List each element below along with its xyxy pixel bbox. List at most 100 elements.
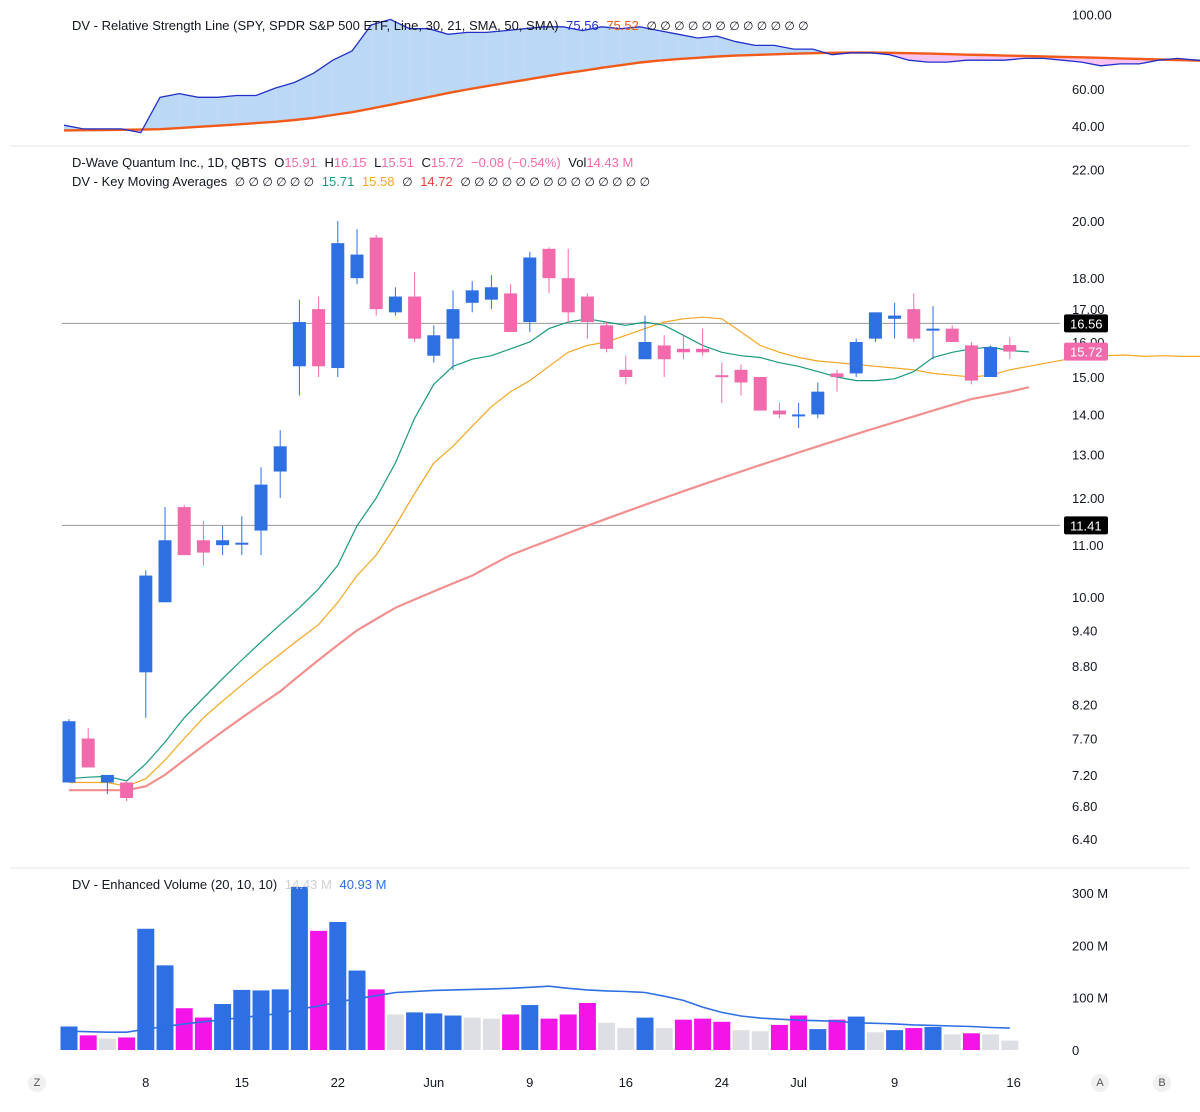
rs-fill-segment	[294, 73, 313, 120]
candle-body	[869, 312, 882, 338]
volume-bar	[157, 965, 174, 1050]
volume-bar	[310, 931, 327, 1050]
volume-bar	[387, 1014, 404, 1050]
price-axis-tick: 10.00	[1072, 590, 1105, 605]
candle-body	[389, 297, 402, 313]
rs-axis-tick: 40.00	[1072, 119, 1105, 134]
auto-scale-button[interactable]: A	[1091, 1074, 1109, 1092]
time-axis-tick: 24	[715, 1075, 729, 1090]
price-axis-tick: 8.20	[1072, 697, 1097, 712]
rs-legend-value-line: 75.56	[566, 18, 599, 33]
rs-legend: DV - Relative Strength Line (SPY, SPDR S…	[72, 18, 813, 33]
candle-body	[351, 255, 364, 279]
close-label: C	[421, 155, 430, 170]
price-label-text: 11.41	[1070, 518, 1102, 533]
candle-body	[907, 309, 920, 338]
candle-body	[235, 543, 248, 545]
candle-body	[370, 238, 383, 310]
open-label: O	[274, 155, 284, 170]
volume-label: Vol	[568, 155, 586, 170]
high-label: H	[325, 155, 334, 170]
volume-axis-tick: 300 M	[1072, 886, 1108, 901]
rs-fill-segment	[179, 94, 198, 129]
candle-body	[696, 349, 709, 352]
candle-body	[504, 293, 517, 332]
price-label-text: 15.72	[1070, 345, 1103, 360]
rs-fill-segment	[582, 27, 601, 71]
candle-body	[159, 540, 172, 602]
candle-body	[888, 316, 901, 319]
ma-empties-a: ∅ ∅ ∅ ∅ ∅ ∅	[235, 175, 314, 189]
volume-bar	[541, 1019, 558, 1050]
candle-body	[312, 309, 325, 366]
candle-body	[197, 540, 210, 552]
rs-axis-tick: 100.00	[1072, 8, 1112, 23]
ma-legend: DV - Key Moving Averages ∅ ∅ ∅ ∅ ∅ ∅ 15.…	[72, 174, 654, 189]
time-axis-tick: 8	[142, 1075, 149, 1090]
volume-bar	[425, 1013, 442, 1050]
candle-body	[639, 342, 652, 359]
time-axis-tick: Jul	[790, 1075, 807, 1090]
volume-bar	[963, 1033, 980, 1050]
volume-bar	[771, 1025, 788, 1050]
candle-body	[63, 721, 76, 782]
volume-bar	[598, 1023, 615, 1050]
volume-bar	[560, 1014, 577, 1050]
volume-bar	[80, 1035, 97, 1050]
rs-fill-segment	[525, 27, 544, 80]
volume-bar	[752, 1031, 769, 1050]
volume-bar	[867, 1032, 884, 1050]
ma-value-3: 14.72	[420, 174, 453, 189]
price-axis-tick: 7.20	[1072, 768, 1097, 783]
volume-bar	[713, 1022, 730, 1050]
rs-fill-segment	[314, 60, 333, 118]
price-axis-tick: 15.00	[1072, 370, 1105, 385]
volume-bar	[483, 1019, 500, 1050]
price-axis-tick: 8.80	[1072, 659, 1097, 674]
volume-bar	[464, 1018, 481, 1050]
candle-body	[255, 485, 268, 531]
price-axis-tick: 22.00	[1072, 162, 1105, 177]
price-axis-tick: 20.00	[1072, 214, 1105, 229]
settings-b-button[interactable]: B	[1153, 1074, 1171, 1092]
volume-bar	[1001, 1041, 1018, 1050]
volume-bar	[944, 1034, 961, 1050]
candle-body	[811, 392, 824, 415]
rs-fill-segment	[410, 29, 429, 101]
candle-body	[408, 297, 421, 339]
volume-bar	[656, 1028, 673, 1050]
volume-bar	[694, 1019, 711, 1050]
volume-legend-title: DV - Enhanced Volume (20, 10, 10)	[72, 877, 277, 892]
volume-bar	[982, 1034, 999, 1050]
rs-fill-segment	[237, 95, 256, 124]
volume-bar	[233, 990, 250, 1050]
volume-bar	[925, 1027, 942, 1050]
time-axis-tick: 15	[235, 1075, 249, 1090]
rs-fill-segment	[467, 32, 486, 89]
volume-legend: DV - Enhanced Volume (20, 10, 10) 14.43 …	[72, 877, 390, 892]
volume-legend-value-2: 40.93 M	[339, 877, 386, 892]
candle-body	[600, 325, 613, 349]
candle-body	[331, 243, 344, 368]
volume-bar	[809, 1029, 826, 1050]
price-legend: D-Wave Quantum Inc., 1D, QBTS O15.91 H16…	[72, 155, 637, 170]
volume-bar	[214, 1004, 231, 1050]
volume-bar	[521, 1005, 538, 1050]
candle-body	[581, 297, 594, 323]
symbol-title: D-Wave Quantum Inc., 1D, QBTS	[72, 155, 267, 170]
timezone-button[interactable]: Z	[28, 1074, 46, 1092]
rs-axis-tick: 60.00	[1072, 82, 1105, 97]
volume-bar	[61, 1026, 78, 1050]
candle-body	[485, 287, 498, 299]
candle-body	[965, 345, 978, 380]
volume-bar	[291, 887, 308, 1050]
volume-axis-tick: 200 M	[1072, 938, 1108, 953]
ma-fast-line	[69, 319, 1029, 781]
volume-bar	[829, 1020, 846, 1050]
ma-mid-line	[69, 317, 1200, 786]
volume-bar	[733, 1030, 750, 1050]
volume-bar	[886, 1030, 903, 1050]
candle-body	[101, 775, 114, 783]
close-value: 15.72	[431, 155, 464, 170]
